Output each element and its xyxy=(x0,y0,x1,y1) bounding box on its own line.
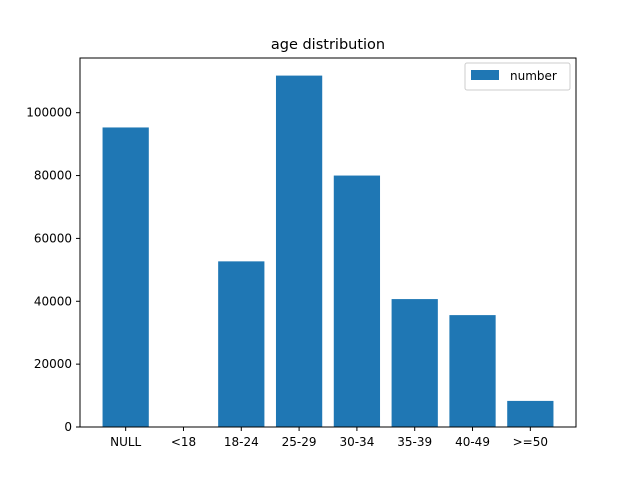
bar-30-34 xyxy=(333,175,381,427)
plot-frame xyxy=(79,57,577,428)
y-tick-label: 100000 xyxy=(26,106,72,120)
x-tick-label: 30-34 xyxy=(339,435,374,449)
legend-swatch xyxy=(471,70,499,80)
bars-layer xyxy=(102,75,554,428)
x-tick-label: 35-39 xyxy=(397,435,432,449)
y-tick-label: 60000 xyxy=(34,231,72,245)
y-tick-label: 0 xyxy=(64,420,72,434)
x-tick-label: 25-29 xyxy=(282,435,317,449)
x-tick-label: NULL xyxy=(110,435,141,449)
legend-frame xyxy=(464,62,571,91)
bar-40-49 xyxy=(449,315,496,427)
bar-18-24 xyxy=(218,261,265,427)
legend: number xyxy=(464,62,571,91)
x-tick-label: 18-24 xyxy=(224,435,259,449)
y-tick-label: 80000 xyxy=(34,169,72,183)
x-tick-label: >=50 xyxy=(513,435,548,449)
axes-layer: 0 20000 40000 60000 80000 100000 NULL <18 18-24 2… xyxy=(26,57,577,449)
bar-25-29 xyxy=(275,75,323,427)
bar-35-39 xyxy=(391,299,438,427)
legend-label: number xyxy=(510,69,557,83)
x-tick-label: 40-49 xyxy=(455,435,490,449)
bar-50 xyxy=(507,400,554,427)
x-tick-label: <18 xyxy=(171,435,196,449)
chart-title: age distribution xyxy=(271,37,385,53)
bar-null xyxy=(102,127,149,428)
y-tick-label: 40000 xyxy=(34,294,72,308)
y-tick-label: 20000 xyxy=(34,357,72,371)
